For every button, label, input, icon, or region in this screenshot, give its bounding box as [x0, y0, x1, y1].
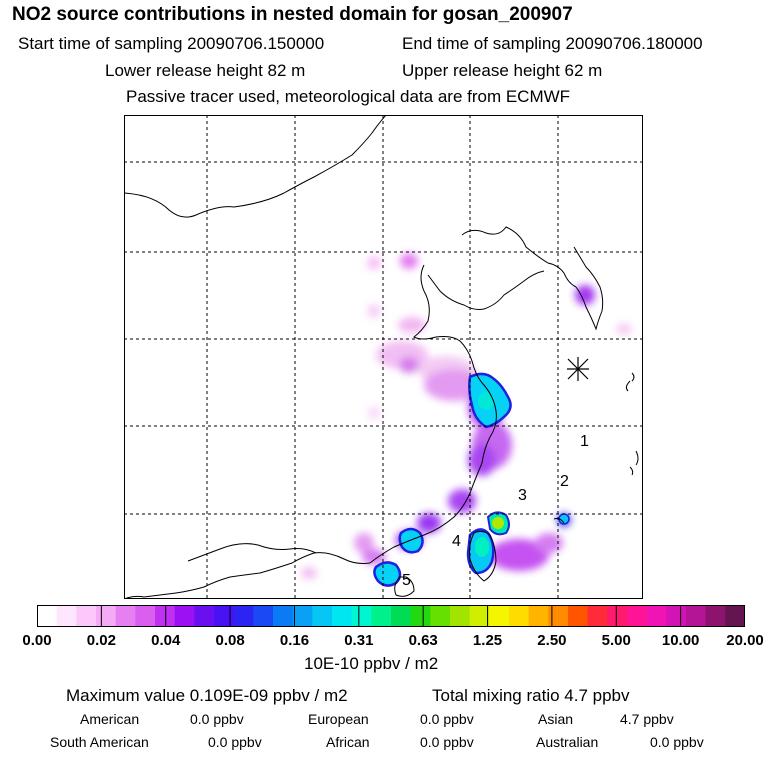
colorbar-cell: [214, 605, 235, 627]
site-label-2: 2: [560, 473, 569, 490]
max-value-label: Maximum value 0.109E-09 ppbv / m2: [66, 686, 348, 705]
colorbar-tick-label: 20.00: [726, 632, 764, 649]
colorbar-cell: [56, 605, 77, 627]
colorbar-cell: [174, 605, 195, 627]
colorbar-cell: [410, 605, 431, 627]
colorbar-units: 10E-10 ppbv / m2: [304, 654, 439, 673]
colorbar-cell: [391, 605, 412, 627]
colorbar-cell: [528, 605, 549, 627]
site-label-5: 5: [402, 572, 411, 589]
colorbar-cell: [273, 605, 294, 627]
colorbar: [37, 605, 745, 627]
lower-height-label: Lower release height 82 m: [105, 61, 306, 80]
colorbar-cell: [351, 605, 372, 627]
colorbar-tick-label: 0.31: [344, 632, 374, 649]
colorbar-cell: [135, 605, 156, 627]
coastlines: [124, 115, 639, 599]
start-time-label: Start time of sampling 20090706.150000: [18, 34, 325, 53]
colorbar-tick-label: 1.25: [472, 632, 503, 649]
region-value: 0.0 ppbv: [650, 734, 704, 750]
colorbar-tick-label: 0.04: [151, 632, 181, 649]
region-name: European: [308, 711, 369, 727]
colorbar-cell: [646, 605, 667, 627]
concentration-field: [301, 253, 632, 587]
colorbar-tick-label: 0.08: [215, 632, 245, 649]
colorbar-cell: [587, 605, 608, 627]
colorbar-cell: [450, 605, 471, 627]
colorbar-cell: [312, 605, 333, 627]
colorbar-cell: [686, 605, 707, 627]
map-panel: 1 2 3 4 5: [124, 115, 643, 599]
region-name: American: [80, 711, 140, 727]
colorbar-cell: [705, 605, 726, 627]
colorbar-cell: [194, 605, 215, 627]
colorbar-cell: [76, 605, 97, 627]
colorbar-tick-label: 2.50: [537, 632, 567, 649]
colorbar-cell: [292, 605, 313, 627]
region-value: 4.7 ppbv: [620, 711, 674, 727]
site-label-1: 1: [580, 433, 589, 450]
colorbar-cell: [627, 605, 648, 627]
region-name: African: [326, 734, 370, 750]
region-value: 0.0 ppbv: [420, 734, 474, 750]
end-time-label: End time of sampling 20090706.180000: [402, 34, 703, 53]
colorbar-cell: [253, 605, 274, 627]
info-label: Passive tracer used, meteorological data…: [126, 87, 571, 106]
colorbar-cell: [96, 605, 117, 627]
site-label-3: 3: [518, 487, 527, 504]
colorbar-tick-label: 0.02: [86, 632, 116, 649]
region-value: 0.0 ppbv: [208, 734, 262, 750]
colorbar-cell: [548, 605, 569, 627]
site-label-4: 4: [452, 533, 461, 550]
colorbar-cell: [725, 605, 745, 627]
colorbar-cell: [568, 605, 589, 627]
colorbar-cell: [115, 605, 136, 627]
receptor-star-icon: [567, 357, 589, 381]
region-name: Australian: [536, 734, 599, 750]
colorbar-tick-label: 0.63: [408, 632, 438, 649]
total-mixing-label: Total mixing ratio 4.7 ppbv: [432, 686, 630, 705]
colorbar-tick-label: 0.16: [279, 632, 310, 649]
colorbar-cell: [509, 605, 530, 627]
upper-height-label: Upper release height 62 m: [402, 61, 603, 80]
colorbar-cell: [430, 605, 451, 627]
colorbar-cell: [233, 605, 254, 627]
colorbar-cell: [489, 605, 510, 627]
colorbar-cell: [155, 605, 176, 627]
colorbar-cell: [469, 605, 490, 627]
colorbar-cell: [607, 605, 628, 627]
region-value: 0.0 ppbv: [190, 711, 244, 727]
colorbar-cell: [371, 605, 392, 627]
chart-title: NO2 source contributions in nested domai…: [12, 4, 573, 25]
colorbar-tick-label: 10.00: [661, 632, 700, 649]
region-name: Asian: [538, 711, 574, 727]
colorbar-cell: [666, 605, 687, 627]
colorbar-tick-label: 5.00: [601, 632, 631, 649]
region-value: 0.0 ppbv: [420, 711, 474, 727]
region-name: South American: [50, 734, 149, 750]
lat-lon-grid: [124, 115, 643, 599]
colorbar-cell: [332, 605, 353, 627]
colorbar-cell: [37, 605, 58, 627]
colorbar-tick-label: 0.00: [22, 632, 52, 649]
